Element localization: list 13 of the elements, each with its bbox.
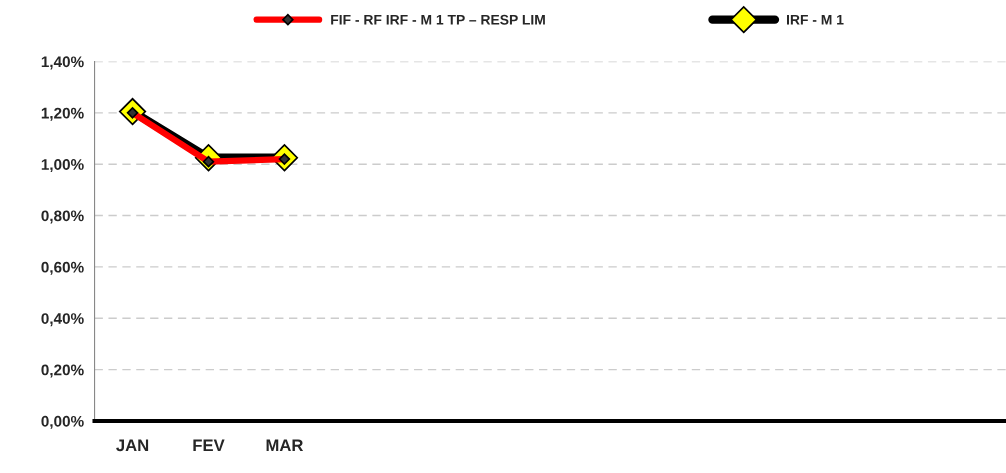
x-tick-label: MAR bbox=[266, 439, 304, 452]
x-tick-label: JAN bbox=[116, 439, 149, 452]
y-tick-label: 1,00% bbox=[41, 159, 84, 173]
legend-label: FIF - RF IRF - M 1 TP – RESP LIM bbox=[331, 14, 545, 25]
y-tick-label: 0,60% bbox=[41, 261, 84, 275]
y-tick-label: 1,40% bbox=[41, 56, 84, 70]
y-tick-label: 0,20% bbox=[41, 364, 84, 378]
y-tick-label: 0,80% bbox=[41, 210, 84, 224]
y-tick-label: 0,00% bbox=[41, 415, 84, 429]
y-tick-label: 1,20% bbox=[41, 107, 84, 121]
y-tick-label: 0,40% bbox=[41, 313, 84, 327]
x-tick-label: FEV bbox=[193, 439, 225, 452]
legend-label: IRF - M 1 bbox=[787, 14, 844, 25]
